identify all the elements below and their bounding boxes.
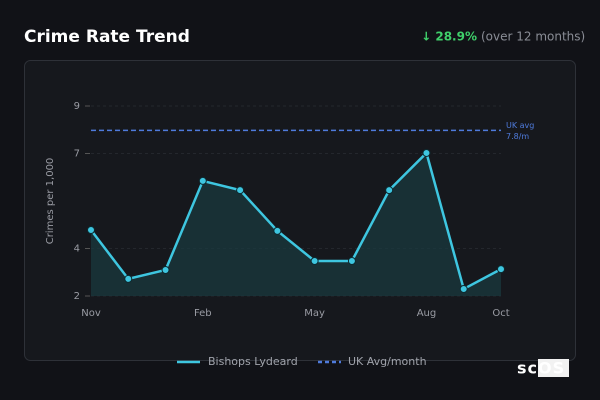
point: [161, 265, 170, 274]
area: [91, 152, 501, 296]
legend-label: Bishops Lydeard: [208, 355, 298, 368]
point: [347, 256, 356, 265]
point: [87, 226, 95, 235]
change: ↓ 28.9%: [421, 30, 477, 44]
y-axis-label: Crimes per 1,000: [45, 158, 56, 245]
point: [459, 284, 468, 293]
x-tick-label: Aug: [417, 308, 437, 319]
logo-box: [538, 359, 569, 377]
point: [497, 265, 505, 274]
point: [385, 186, 394, 195]
y-tick-label: 7: [74, 149, 80, 160]
y-tick-label: 4: [74, 244, 80, 255]
line: [90, 150, 502, 291]
x-tick-label: May: [304, 308, 325, 319]
annotation: UK avg: [506, 121, 534, 130]
title: Crime Rate Trend: [24, 27, 190, 47]
point: [273, 226, 282, 235]
point: [198, 176, 207, 185]
y-tick-label: 9: [74, 101, 80, 112]
x-tick-label: Oct: [492, 308, 509, 319]
point: [236, 186, 245, 195]
x-tick-label: Feb: [194, 308, 212, 319]
point: [422, 148, 431, 157]
y-tick-label: 2: [74, 291, 80, 302]
x-tick-label: Nov: [81, 308, 101, 319]
point: [310, 256, 319, 265]
legend-label: UK Avg/month: [348, 355, 427, 368]
logo: scOS: [517, 359, 565, 378]
annotation: 7.8/m: [506, 132, 529, 141]
change-note: (over 12 months): [481, 30, 585, 44]
point: [124, 274, 133, 283]
